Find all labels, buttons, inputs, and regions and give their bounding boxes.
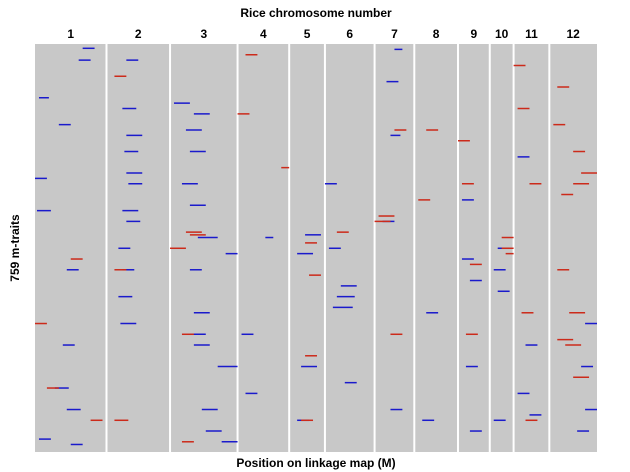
chromosome-label: 6 bbox=[346, 27, 353, 41]
chromosome-label: 7 bbox=[391, 27, 398, 41]
chromosome-label: 11 bbox=[525, 27, 538, 41]
y-axis-label: 759 m-traits bbox=[8, 214, 22, 282]
chromosome-label: 5 bbox=[304, 27, 311, 41]
chromosome-label: 2 bbox=[135, 27, 142, 41]
chromosome-label: 1 bbox=[67, 27, 74, 41]
chromosome-label: 8 bbox=[433, 27, 440, 41]
chromosome-label: 3 bbox=[200, 27, 207, 41]
chromosome-label: 10 bbox=[495, 27, 509, 41]
x-axis-label: Position on linkage map (M) bbox=[236, 456, 395, 470]
chromosome-label: 12 bbox=[566, 27, 580, 41]
chromosome-label: 9 bbox=[471, 27, 478, 41]
chart-title: Rice chromosome number bbox=[240, 6, 392, 20]
chromosome-label: 4 bbox=[260, 27, 267, 41]
